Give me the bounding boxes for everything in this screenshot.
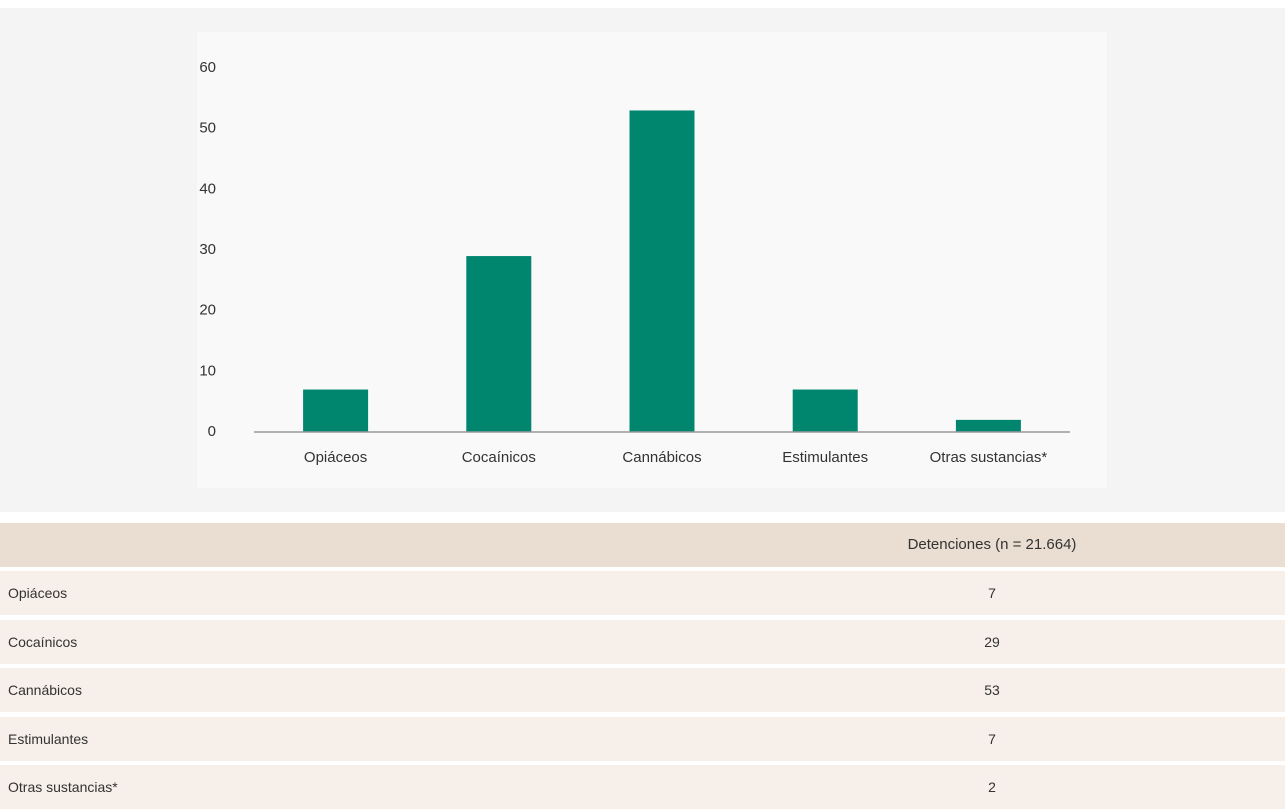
x-tick-label: Otras sustancias* xyxy=(930,449,1048,466)
bar xyxy=(303,389,369,432)
row-label: Estimulantes xyxy=(8,730,89,747)
row-value: 53 xyxy=(984,682,1000,698)
row-label: Otras sustancias* xyxy=(8,779,118,795)
table-row: Cannábicos 53 xyxy=(0,668,1285,712)
y-tick-label: 30 xyxy=(199,241,216,258)
table-row: Cocaínicos 29 xyxy=(0,619,1285,664)
row-value: 7 xyxy=(988,730,996,747)
y-tick-label: 60 xyxy=(199,59,216,76)
bar xyxy=(629,110,695,432)
bar xyxy=(955,419,1021,432)
row-label: Cannábicos xyxy=(8,682,82,698)
y-tick-label: 0 xyxy=(208,423,216,440)
y-tick-label: 50 xyxy=(199,120,216,137)
table-row: Estimulantes 7 xyxy=(0,716,1285,761)
x-tick-label: Cocaínicos xyxy=(462,449,536,466)
x-tick-label: Estimulantes xyxy=(782,449,868,466)
chart: 0 10 20 30 40 50 60 Opiáceos Cocaínicos Cannábico… xyxy=(0,8,1285,512)
row-label: Cocaínicos xyxy=(8,633,78,650)
x-tick-label: Opiáceos xyxy=(304,449,367,466)
table-row: Otras sustancias* 2 xyxy=(0,765,1285,809)
x-tick-label: Cannábicos xyxy=(622,449,701,466)
table-row: Opiáceos 7 xyxy=(0,571,1285,615)
row-value: 2 xyxy=(988,779,996,795)
y-tick-label: 20 xyxy=(199,302,216,319)
y-tick-label: 10 xyxy=(199,362,216,379)
row-label: Opiáceos xyxy=(8,585,68,601)
header-cell: Detenciones (n = 21.664) xyxy=(907,536,1077,553)
table-header: Detenciones (n = 21.664) xyxy=(0,523,1285,567)
row-value: 7 xyxy=(988,585,996,601)
row-value: 29 xyxy=(984,633,1000,650)
bar xyxy=(792,389,858,432)
bar xyxy=(466,256,532,432)
y-tick-label: 40 xyxy=(199,180,216,197)
